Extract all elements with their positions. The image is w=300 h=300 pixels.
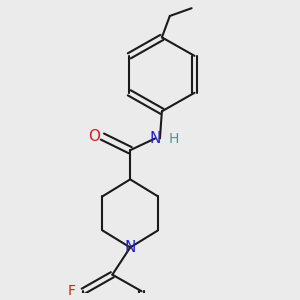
Text: N: N [124, 240, 136, 255]
Text: O: O [88, 129, 101, 144]
Text: H: H [169, 131, 179, 146]
Text: F: F [67, 284, 75, 298]
Text: N: N [149, 131, 161, 146]
